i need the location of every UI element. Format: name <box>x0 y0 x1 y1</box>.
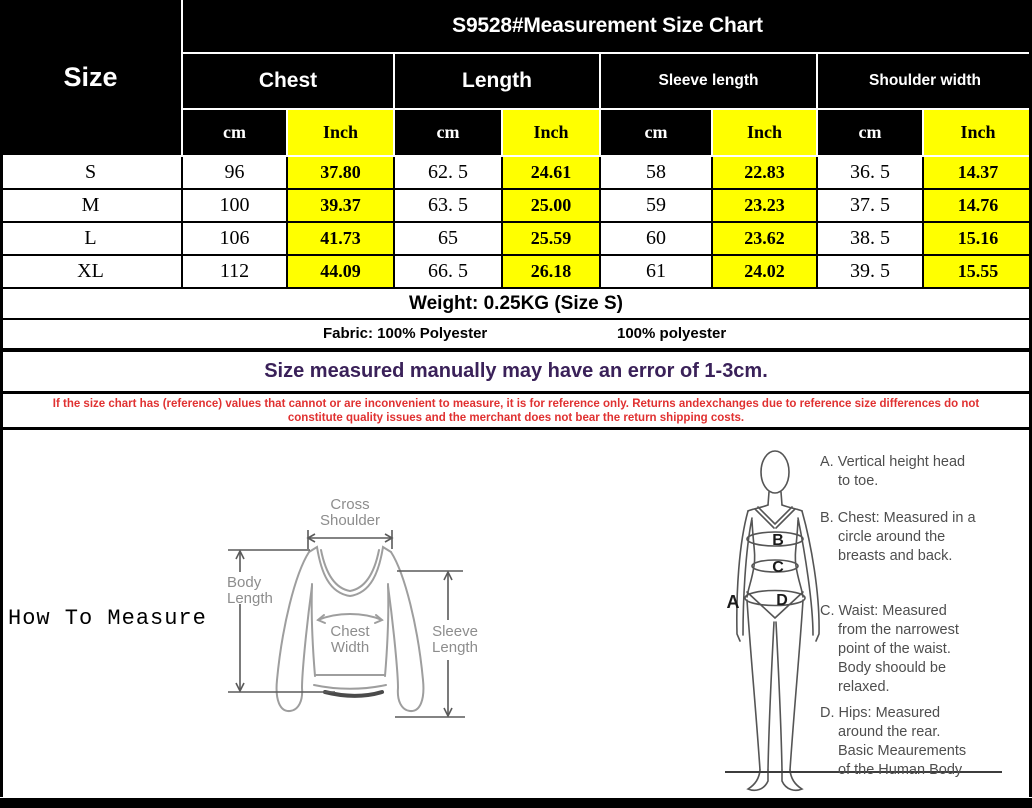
tolerance-note: Size measured manually may have an error… <box>0 352 1032 394</box>
left-border <box>0 0 3 797</box>
garment-hem-shadow <box>323 690 384 698</box>
cell-m-sleeve-cm: 59 <box>601 190 711 221</box>
sleeve-length-label: Sleeve Length <box>432 623 478 656</box>
unit-header-chest-inch: Inch <box>288 110 393 155</box>
cell-l-size: L <box>0 223 181 254</box>
group-header-shoulder-width: Shoulder width <box>818 54 1032 108</box>
disclaimer-text: If the size chart has (reference) values… <box>52 397 980 424</box>
unit-header-sleeve-inch: Inch <box>713 110 816 155</box>
chart-title: S9528#Measurement Size Chart <box>183 0 1032 52</box>
fabric-row: Fabric: 100% Polyester 100% polyester <box>0 320 1032 352</box>
group-header-length: Length <box>395 54 599 108</box>
body-figure-diagram: A B C D <box>727 450 820 792</box>
cell-l-sleeve-cm: 60 <box>601 223 711 254</box>
cell-s-chest-inch: 37.80 <box>288 157 393 188</box>
cell-l-chest-inch: 41.73 <box>288 223 393 254</box>
cell-l-shoulder-cm: 38. 5 <box>818 223 922 254</box>
figure-underline <box>725 771 1002 773</box>
disclaimer-row: If the size chart has (reference) values… <box>0 394 1032 430</box>
unit-header-shoulder-cm: cm <box>818 110 922 155</box>
cell-m-size: M <box>0 190 181 221</box>
unit-header-sleeve-cm: cm <box>601 110 711 155</box>
garment-left-sleeve <box>275 551 313 713</box>
cell-s-length-inch: 24.61 <box>503 157 599 188</box>
fabric-label: Fabric: 100% Polyester <box>323 325 488 342</box>
how-to-measure-heading: How To Measure <box>8 606 207 631</box>
figure-letter-c: C <box>772 559 784 576</box>
figure-letter-b: B <box>772 532 784 549</box>
right-border <box>1029 0 1032 797</box>
garment-diagram <box>228 530 465 718</box>
cell-xl-length-cm: 66. 5 <box>395 256 501 287</box>
garment-right-sleeve <box>387 551 425 713</box>
weight-note: Weight: 0.25KG (Size S) <box>0 289 1032 320</box>
cell-m-shoulder-inch: 14.76 <box>924 190 1032 221</box>
cell-s-shoulder-inch: 14.37 <box>924 157 1032 188</box>
cell-s-chest-cm: 96 <box>183 157 286 188</box>
fabric-value: 100% polyester <box>617 325 727 342</box>
cell-m-sleeve-inch: 23.23 <box>713 190 816 221</box>
figure-letter-a: A <box>727 592 740 612</box>
cell-xl-chest-inch: 44.09 <box>288 256 393 287</box>
unit-header-length-inch: Inch <box>503 110 599 155</box>
cell-s-size: S <box>0 157 181 188</box>
garment-neckline <box>308 545 392 598</box>
group-header-sleeve-length: Sleeve length <box>601 54 816 108</box>
cell-xl-chest-cm: 112 <box>183 256 286 287</box>
cell-l-shoulder-inch: 15.16 <box>924 223 1032 254</box>
cell-s-sleeve-cm: 58 <box>601 157 711 188</box>
cell-l-length-cm: 65 <box>395 223 501 254</box>
table-header: Size S9528#Measurement Size Chart Chest … <box>0 0 1032 155</box>
cell-xl-length-inch: 26.18 <box>503 256 599 287</box>
figure-hip-line <box>744 589 806 607</box>
body-length-label: Body Length <box>227 574 273 607</box>
unit-header-shoulder-inch: Inch <box>924 110 1032 155</box>
cell-xl-size: XL <box>0 256 181 287</box>
chest-width-label: Chest Width <box>330 623 370 656</box>
instruction-c: C. Waist: Measured from the narrowest po… <box>820 603 959 695</box>
cell-l-length-inch: 25.59 <box>503 223 599 254</box>
instruction-b: B. Chest: Measured in a circle around th… <box>820 510 976 564</box>
unit-header-chest-cm: cm <box>183 110 286 155</box>
table-body: S 96 37.80 62. 5 24.61 58 22.83 36. 5 14… <box>0 157 1032 289</box>
cell-m-chest-cm: 100 <box>183 190 286 221</box>
figure-letter-d: D <box>776 592 788 609</box>
cell-s-shoulder-cm: 36. 5 <box>818 157 922 188</box>
size-header-cell: Size <box>0 0 181 155</box>
figure-waist-line <box>751 559 799 573</box>
bottom-bar <box>0 798 1032 808</box>
cell-xl-shoulder-inch: 15.55 <box>924 256 1032 287</box>
measure-instructions: A. Vertical height head to toe. B. Chest… <box>820 453 1010 780</box>
cell-m-length-inch: 25.00 <box>503 190 599 221</box>
cross-shoulder-label: Cross Shoulder <box>319 496 381 529</box>
group-header-chest: Chest <box>183 54 393 108</box>
unit-header-length-cm: cm <box>395 110 501 155</box>
cell-m-shoulder-cm: 37. 5 <box>818 190 922 221</box>
instruction-d: D. Hips: Measured around the rear. Basic… <box>820 705 967 778</box>
cell-l-sleeve-inch: 23.62 <box>713 223 816 254</box>
cell-l-chest-cm: 106 <box>183 223 286 254</box>
figure-head <box>760 450 790 494</box>
figure-bust-line <box>746 531 804 547</box>
cell-m-length-cm: 63. 5 <box>395 190 501 221</box>
cell-xl-sleeve-inch: 24.02 <box>713 256 816 287</box>
cell-xl-shoulder-cm: 39. 5 <box>818 256 922 287</box>
cell-s-sleeve-inch: 22.83 <box>713 157 816 188</box>
instruction-a: A. Vertical height head to toe. <box>820 454 966 489</box>
cell-m-chest-inch: 39.37 <box>288 190 393 221</box>
cell-s-length-cm: 62. 5 <box>395 157 501 188</box>
cell-xl-sleeve-cm: 61 <box>601 256 711 287</box>
